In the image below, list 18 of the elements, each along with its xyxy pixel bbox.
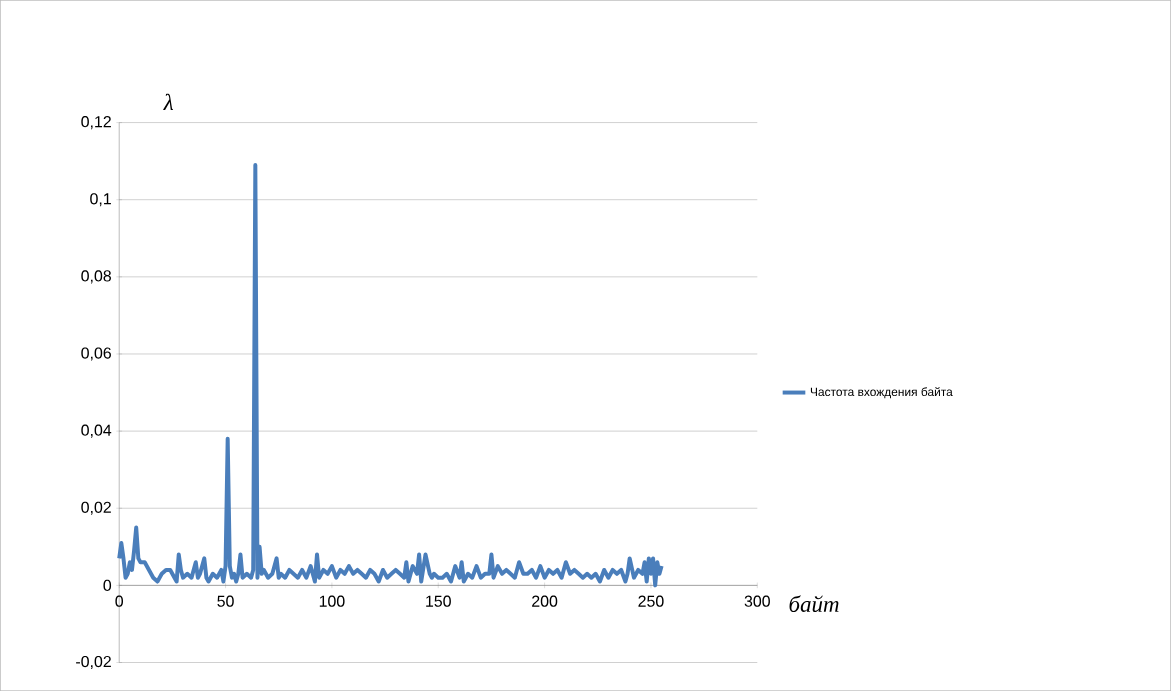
y-tick-label: -0,02 bbox=[76, 655, 111, 670]
legend-label: Частота вхождения байта bbox=[810, 387, 953, 399]
x-tick-label: 150 bbox=[426, 595, 451, 607]
y-tick-label: 0,1 bbox=[90, 193, 111, 207]
y-tick-label: 0,02 bbox=[81, 501, 111, 515]
y-tick-label: 0 bbox=[103, 579, 112, 591]
x-tick-label: 100 bbox=[319, 595, 345, 607]
y-tick-label: 0,04 bbox=[81, 424, 112, 438]
y-axis-title: λ bbox=[163, 93, 174, 110]
x-tick-label: 300 bbox=[744, 595, 770, 607]
y-tick-label: 0,12 bbox=[81, 115, 111, 130]
x-axis-title: байт bbox=[789, 595, 839, 613]
y-tick-label: 0,08 bbox=[81, 270, 111, 284]
x-tick-label: 250 bbox=[638, 595, 664, 607]
x-tick-label: 200 bbox=[532, 595, 558, 607]
y-tick-label: 0,06 bbox=[81, 347, 111, 361]
x-tick-label: 0 bbox=[115, 595, 124, 607]
x-tick-label: 50 bbox=[217, 595, 234, 607]
